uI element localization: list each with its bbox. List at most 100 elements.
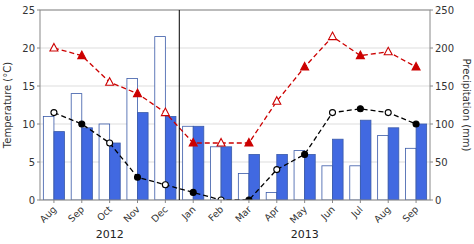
bar xyxy=(416,124,427,200)
bar xyxy=(266,192,277,200)
bar xyxy=(249,154,260,200)
y2-tick-label: 150 xyxy=(435,81,454,92)
marker xyxy=(413,121,419,127)
marker xyxy=(134,89,142,97)
grid-line xyxy=(40,124,430,125)
y-tick-label: 25 xyxy=(22,5,35,16)
marker xyxy=(385,110,391,116)
bar xyxy=(193,126,204,200)
x-tick-label: Feb xyxy=(206,204,226,224)
marker xyxy=(329,32,337,40)
y2-tick-label: 0 xyxy=(435,195,441,206)
bar xyxy=(378,135,389,200)
marker xyxy=(357,106,363,112)
x-tick-label: Dec xyxy=(149,204,170,225)
y-tick xyxy=(37,86,40,87)
annotation: 2013 xyxy=(291,228,319,241)
bar xyxy=(405,148,416,200)
x-tick-label: Oct xyxy=(95,203,115,223)
bar xyxy=(360,120,371,200)
bar xyxy=(333,139,344,200)
marker xyxy=(161,108,169,116)
marker xyxy=(301,63,309,71)
y2-tick-label: 50 xyxy=(435,157,448,168)
marker xyxy=(273,97,281,105)
x-tick xyxy=(53,200,54,203)
grid-line xyxy=(40,48,430,49)
marker xyxy=(79,121,85,127)
x-tick xyxy=(304,200,305,203)
y-tick xyxy=(37,48,40,49)
marker xyxy=(302,151,308,157)
x-tick-label: Sep xyxy=(66,204,86,224)
x-tick xyxy=(276,200,277,203)
marker xyxy=(51,110,57,116)
bar xyxy=(110,143,121,200)
marker xyxy=(356,51,364,59)
x-tick-label: Sep xyxy=(400,204,420,224)
bar xyxy=(54,132,65,200)
marker xyxy=(50,44,58,52)
marker xyxy=(217,139,225,147)
marker xyxy=(107,140,113,146)
x-tick xyxy=(416,200,417,203)
bar xyxy=(99,124,110,200)
y2-tick xyxy=(430,162,433,163)
bar xyxy=(305,154,316,200)
bar xyxy=(82,128,93,200)
y2-tick xyxy=(430,10,433,11)
x-tick xyxy=(193,200,194,203)
x-tick-label: Mar xyxy=(233,204,254,225)
separator xyxy=(179,10,180,200)
marker xyxy=(274,167,280,173)
marker xyxy=(412,63,420,71)
bar xyxy=(138,113,149,200)
y-tick xyxy=(37,162,40,163)
x-tick xyxy=(109,200,110,203)
x-tick-label: Jan xyxy=(179,204,198,223)
marker xyxy=(330,110,336,116)
x-tick-label: Apr xyxy=(262,204,281,223)
marks xyxy=(43,32,426,200)
y2-tick-label: 100 xyxy=(435,119,454,130)
marker xyxy=(189,139,197,147)
bar xyxy=(210,147,221,200)
line xyxy=(54,37,416,143)
x-tick xyxy=(360,200,361,203)
marker xyxy=(162,182,168,188)
marker xyxy=(190,189,196,195)
y-tick xyxy=(37,124,40,125)
marker xyxy=(106,78,114,86)
x-tick-label: Jul xyxy=(348,204,365,221)
y-tick xyxy=(37,10,40,11)
x-tick xyxy=(221,200,222,203)
y2-tick xyxy=(430,124,433,125)
x-tick-label: Aug xyxy=(37,204,58,225)
bar xyxy=(43,116,54,200)
x-tick-label: May xyxy=(287,203,309,225)
x-tick xyxy=(137,200,138,203)
y-tick xyxy=(37,200,40,201)
y-axis-label: Temperature (°C) xyxy=(2,62,13,149)
grid-line xyxy=(40,162,430,163)
y2-tick-label: 200 xyxy=(435,43,454,54)
annotation: 2012 xyxy=(96,228,124,241)
y2-tick xyxy=(430,200,433,201)
x-tick-label: Nov xyxy=(121,203,142,224)
x-tick-label: Jun xyxy=(318,204,337,223)
y-tick-label: 10 xyxy=(22,119,35,130)
bar xyxy=(71,94,82,200)
bar xyxy=(350,166,361,200)
marker xyxy=(245,139,253,147)
y2-tick-label: 250 xyxy=(435,5,454,16)
y2-tick xyxy=(430,48,433,49)
plot-frame xyxy=(40,10,430,200)
y-tick-label: 20 xyxy=(22,43,35,54)
bar xyxy=(322,166,333,200)
marker xyxy=(135,174,141,180)
y-tick-label: 5 xyxy=(29,157,35,168)
x-tick xyxy=(248,200,249,203)
line xyxy=(54,109,416,200)
y2-tick xyxy=(430,86,433,87)
x-tick xyxy=(388,200,389,203)
